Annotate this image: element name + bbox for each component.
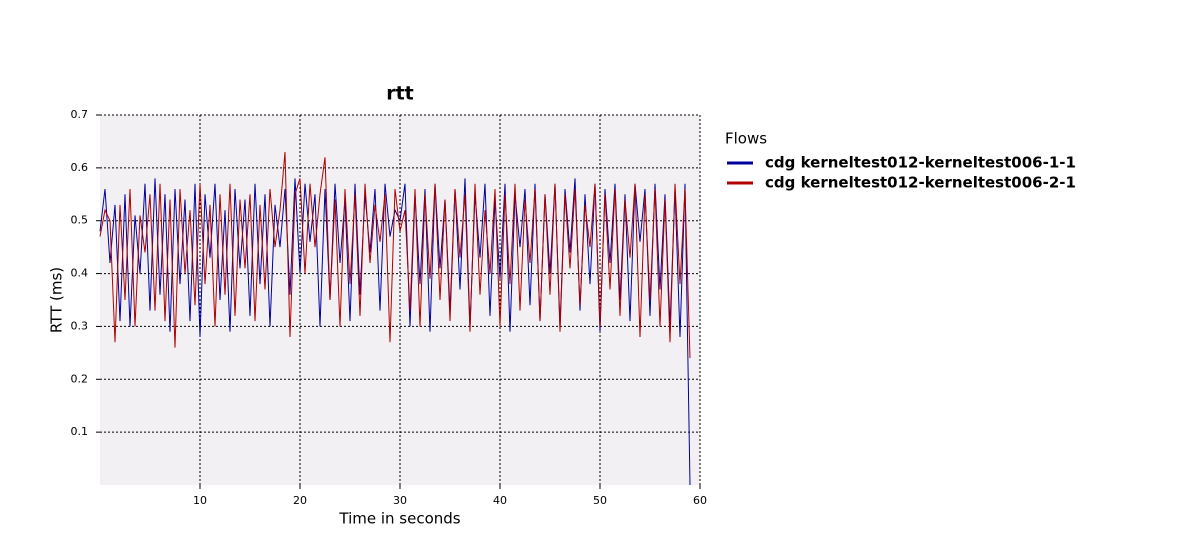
legend-label: cdg kerneltest012-kerneltest006-1-1 <box>765 154 1076 172</box>
y-tick-label: 0.6 <box>71 161 89 174</box>
y-tick-label: 0.7 <box>71 108 89 121</box>
series-line <box>99 151 691 359</box>
y-tick-label: 0.3 <box>71 319 89 332</box>
x-axis-label: Time in seconds <box>338 510 460 528</box>
y-axis-label: RTT (ms) <box>48 267 66 333</box>
y-tick-label: 0.2 <box>71 372 89 385</box>
chart-title: rtt <box>386 83 414 105</box>
legend-label: cdg kerneltest012-kerneltest006-2-1 <box>765 174 1076 192</box>
x-tick-label: 40 <box>493 494 507 507</box>
x-tick-label: 50 <box>593 494 607 507</box>
y-tick-label: 0.4 <box>71 267 89 280</box>
grid: 10 20 30 40 50 60 0.1 0.2 0.3 0.4 0.5 0.6 0.7 <box>71 108 708 507</box>
x-tick-label: 60 <box>693 494 707 507</box>
x-tick-label: 10 <box>193 494 207 507</box>
y-tick-label: 0.5 <box>71 214 89 227</box>
series-line <box>99 178 691 486</box>
x-tick-label: 30 <box>393 494 407 507</box>
legend: cdg kerneltest012-kerneltest006-1-1 cdg k… <box>727 154 1076 192</box>
legend-title: Flows <box>725 130 767 148</box>
x-tick-label: 20 <box>293 494 307 507</box>
lines <box>99 151 691 486</box>
y-tick-label: 0.1 <box>71 425 89 438</box>
